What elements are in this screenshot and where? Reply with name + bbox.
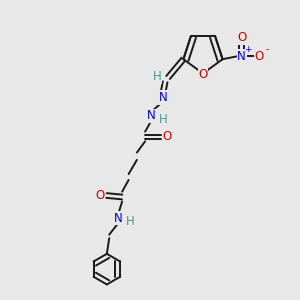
Text: O: O	[198, 68, 208, 80]
Text: H: H	[125, 215, 134, 228]
Text: O: O	[255, 50, 264, 63]
Text: O: O	[95, 189, 104, 202]
Text: N: N	[147, 109, 156, 122]
Text: N: N	[158, 91, 167, 104]
Text: O: O	[163, 130, 172, 143]
Text: -: -	[266, 45, 269, 54]
Text: H: H	[158, 113, 167, 126]
Text: H: H	[152, 70, 161, 83]
Text: N: N	[237, 50, 246, 63]
Text: +: +	[244, 45, 252, 54]
Text: N: N	[114, 212, 123, 225]
Text: O: O	[237, 31, 246, 44]
